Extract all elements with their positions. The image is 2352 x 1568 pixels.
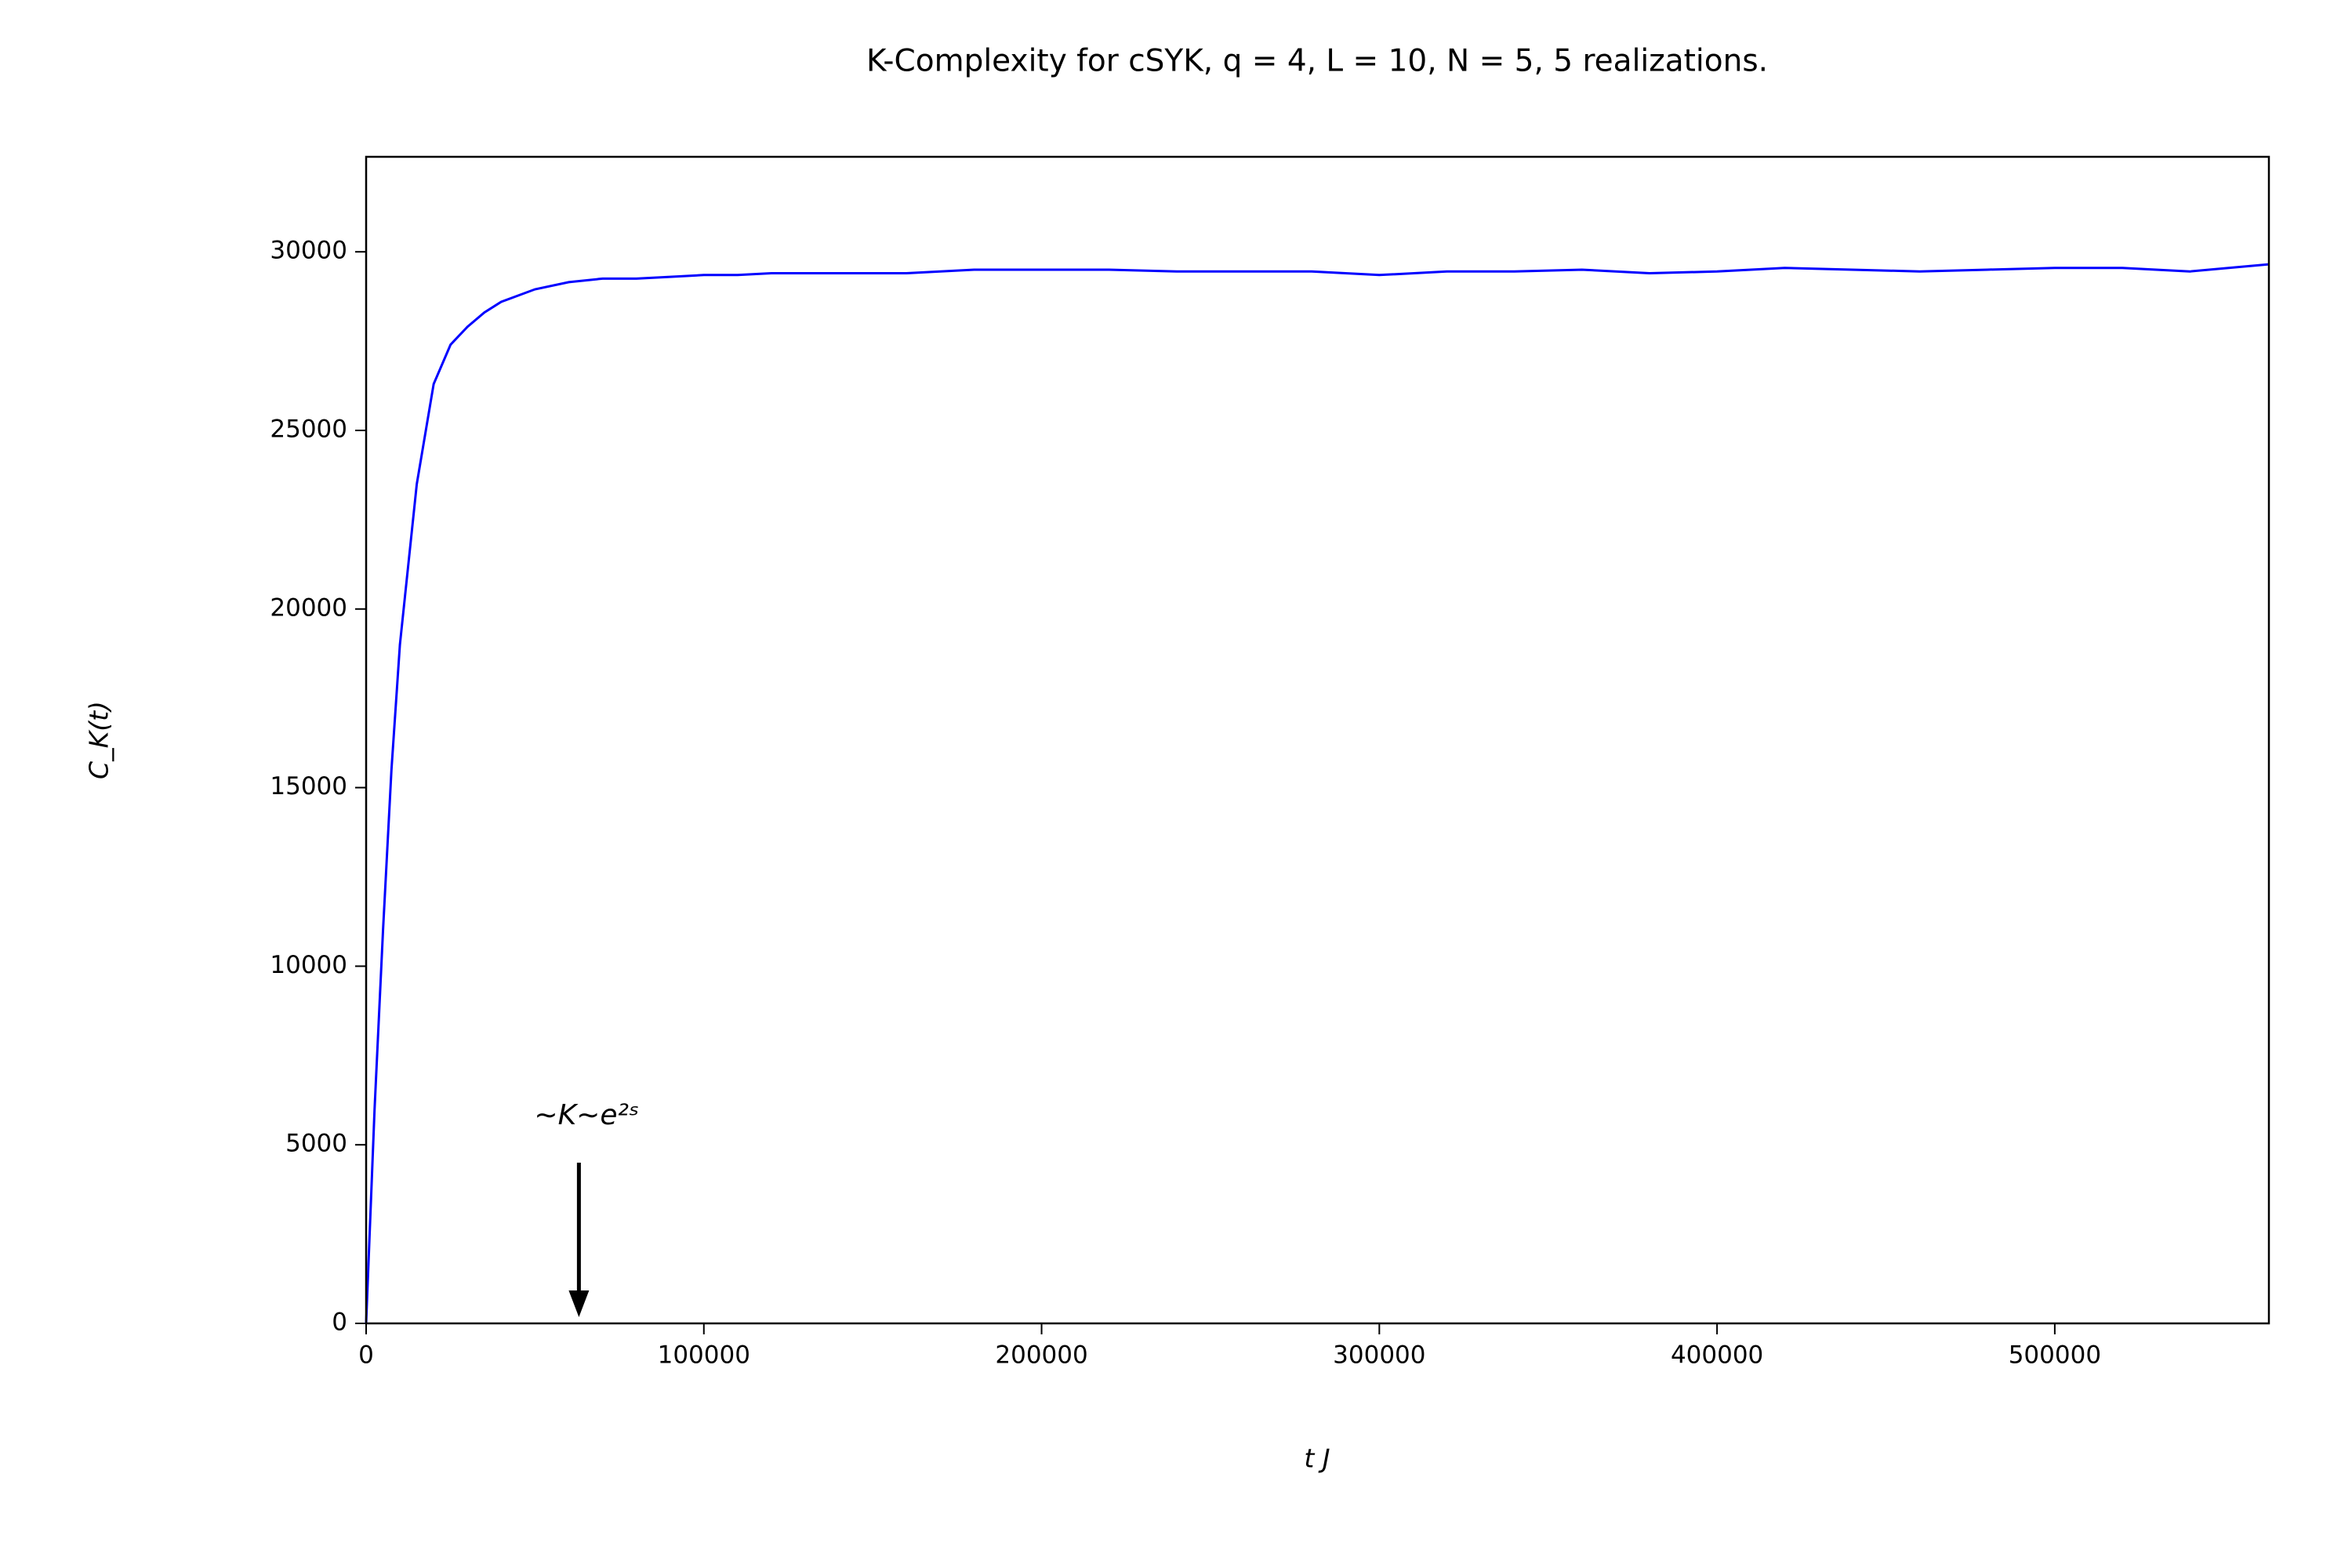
data-line	[365, 263, 2270, 1324]
y-tick-label: 30000	[270, 237, 347, 265]
x-tick-label: 0	[358, 1341, 374, 1370]
y-tick-label: 10000	[270, 951, 347, 979]
x-axis-label: t J	[1304, 1443, 1330, 1474]
y-axis-label: C_K(t)	[84, 701, 114, 779]
x-tick-label: 500000	[2009, 1341, 2101, 1370]
x-tick-label: 300000	[1333, 1341, 1425, 1370]
x-tick-label: 200000	[995, 1341, 1087, 1370]
x-tick-label: 400000	[1671, 1341, 1763, 1370]
x-tick-label: 100000	[658, 1341, 750, 1370]
chart-title: K-Complexity for cSYK, q = 4, L = 10, N …	[866, 44, 1768, 79]
y-tick-label: 25000	[270, 415, 347, 443]
arrow-head	[568, 1290, 590, 1317]
plot-frame	[365, 155, 2270, 1325]
y-tick-label: 0	[332, 1308, 347, 1337]
y-tick-label: 5000	[285, 1130, 347, 1158]
annotation-text: ∼K∼e²ˢ	[534, 1099, 639, 1131]
y-tick-label: 15000	[270, 772, 347, 800]
y-tick-label: 20000	[270, 593, 347, 622]
